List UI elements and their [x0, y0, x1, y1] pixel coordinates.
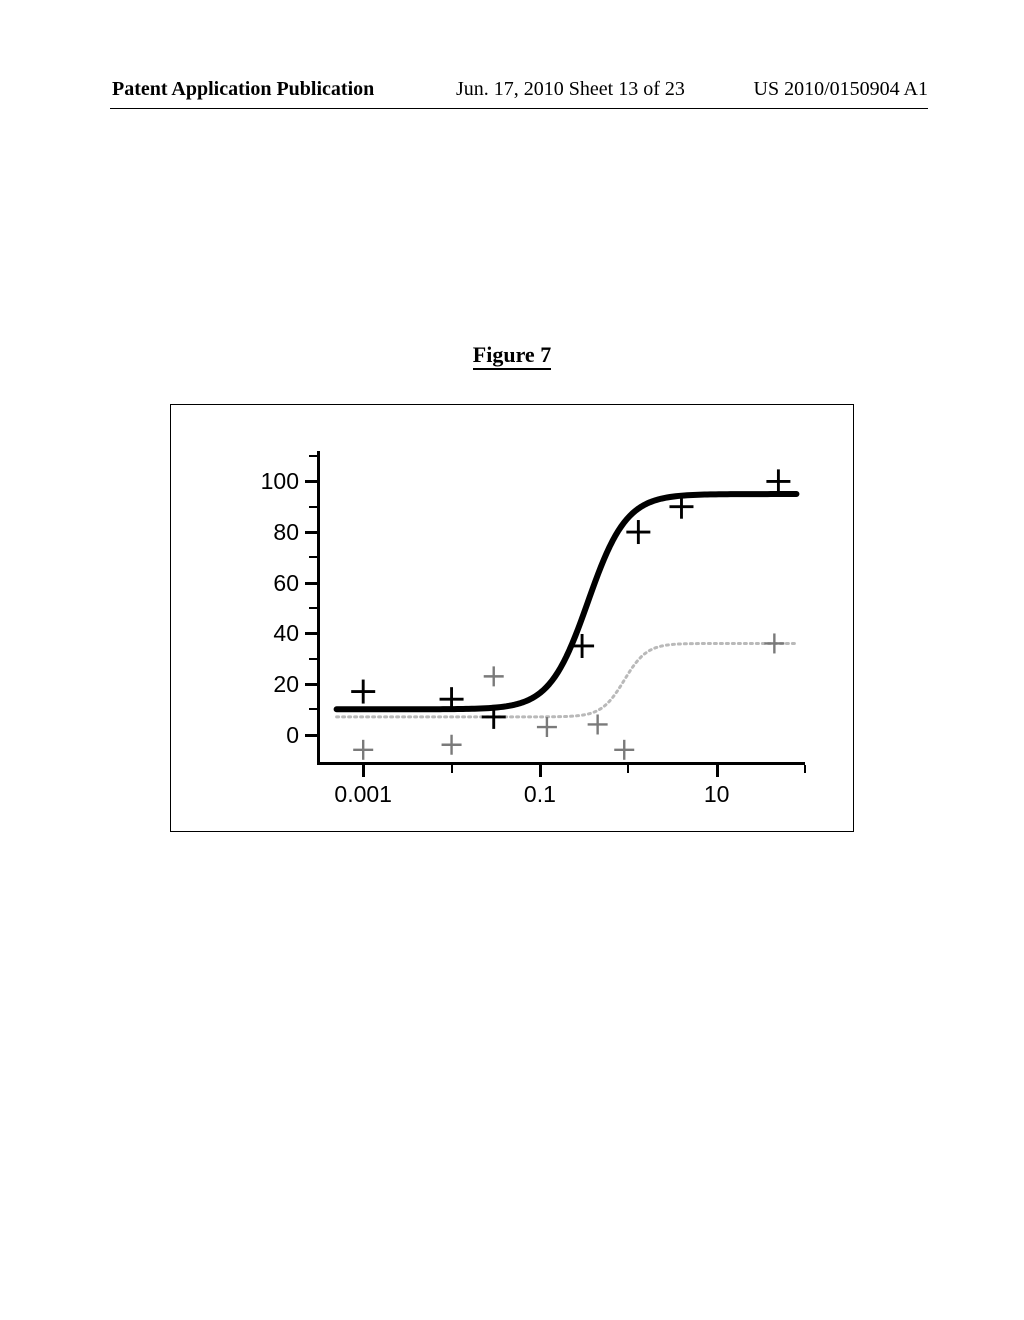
y-tick	[305, 582, 317, 585]
header-rule	[110, 108, 928, 109]
y-tick-label: 0	[239, 722, 299, 749]
y-tick-label: 80	[239, 519, 299, 546]
y-minor-tick	[309, 506, 317, 508]
header-center: Jun. 17, 2010 Sheet 13 of 23	[456, 78, 685, 101]
figure-caption-text: Figure 7	[473, 342, 551, 370]
data-marker	[614, 740, 634, 760]
y-minor-tick	[309, 658, 317, 660]
y-minor-tick	[309, 708, 317, 710]
y-tick	[305, 683, 317, 686]
x-tick	[716, 765, 719, 777]
figure-caption: Figure 7	[0, 342, 1024, 368]
y-tick-label: 60	[239, 570, 299, 597]
x-tick-label: 0.001	[323, 781, 403, 808]
y-tick	[305, 531, 317, 534]
data-marker	[484, 666, 504, 686]
data-marker	[353, 740, 373, 760]
y-minor-tick	[309, 455, 317, 457]
data-marker	[766, 469, 790, 493]
x-tick	[362, 765, 365, 777]
y-minor-tick	[309, 556, 317, 558]
header-left: Patent Application Publication	[112, 78, 374, 101]
y-tick	[305, 632, 317, 635]
x-minor-tick	[804, 765, 806, 773]
y-minor-tick	[309, 607, 317, 609]
data-marker	[351, 680, 375, 704]
data-marker	[442, 735, 462, 755]
y-tick	[305, 734, 317, 737]
header-right: US 2010/0150904 A1	[754, 78, 928, 101]
chart-panel: 0 20 40 60 80 100 0.001 0.1 10	[170, 404, 854, 832]
data-marker	[537, 717, 557, 737]
data-marker	[764, 633, 784, 653]
x-tick-label: 0.1	[500, 781, 580, 808]
chart-plot-area: 0204060801000.0010.110	[317, 451, 805, 765]
y-tick-label: 40	[239, 620, 299, 647]
data-marker	[588, 714, 608, 734]
page-header: Patent Application Publication Jun. 17, …	[0, 78, 1024, 108]
curve-primary	[337, 494, 797, 709]
y-tick-label: 20	[239, 671, 299, 698]
x-minor-tick	[627, 765, 629, 773]
chart-svg	[317, 451, 805, 765]
x-tick-label: 10	[677, 781, 757, 808]
x-minor-tick	[451, 765, 453, 773]
x-tick	[539, 765, 542, 777]
y-tick-label: 100	[239, 468, 299, 495]
data-marker	[626, 520, 650, 544]
y-tick	[305, 480, 317, 483]
